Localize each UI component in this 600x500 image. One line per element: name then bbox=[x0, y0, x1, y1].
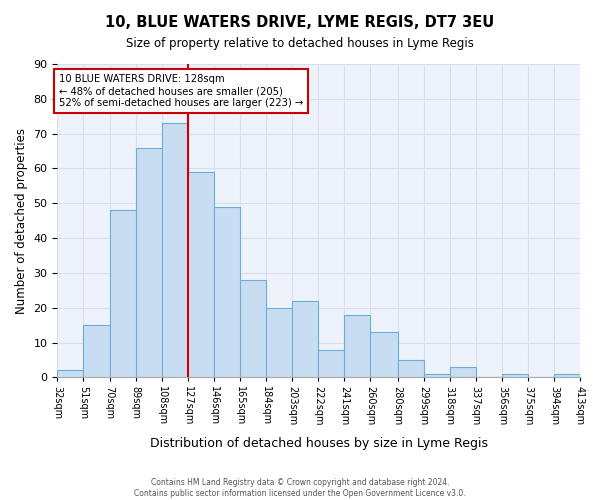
Bar bbox=[318, 350, 344, 378]
Text: Contains HM Land Registry data © Crown copyright and database right 2024.
Contai: Contains HM Land Registry data © Crown c… bbox=[134, 478, 466, 498]
Bar bbox=[58, 370, 83, 378]
Bar bbox=[344, 314, 370, 378]
Bar bbox=[188, 172, 214, 378]
Bar bbox=[424, 374, 449, 378]
Bar bbox=[398, 360, 424, 378]
Bar bbox=[554, 374, 580, 378]
Bar bbox=[370, 332, 398, 378]
Bar bbox=[110, 210, 136, 378]
Bar bbox=[136, 148, 161, 378]
Text: Size of property relative to detached houses in Lyme Regis: Size of property relative to detached ho… bbox=[126, 38, 474, 51]
Bar bbox=[83, 325, 110, 378]
Bar bbox=[292, 301, 318, 378]
Bar bbox=[214, 207, 240, 378]
X-axis label: Distribution of detached houses by size in Lyme Regis: Distribution of detached houses by size … bbox=[150, 437, 488, 450]
Y-axis label: Number of detached properties: Number of detached properties bbox=[15, 128, 28, 314]
Bar bbox=[161, 123, 188, 378]
Bar bbox=[502, 374, 528, 378]
Bar bbox=[449, 367, 476, 378]
Bar bbox=[240, 280, 266, 378]
Text: 10 BLUE WATERS DRIVE: 128sqm
← 48% of detached houses are smaller (205)
52% of s: 10 BLUE WATERS DRIVE: 128sqm ← 48% of de… bbox=[59, 74, 303, 108]
Bar bbox=[266, 308, 292, 378]
Text: 10, BLUE WATERS DRIVE, LYME REGIS, DT7 3EU: 10, BLUE WATERS DRIVE, LYME REGIS, DT7 3… bbox=[106, 15, 494, 30]
